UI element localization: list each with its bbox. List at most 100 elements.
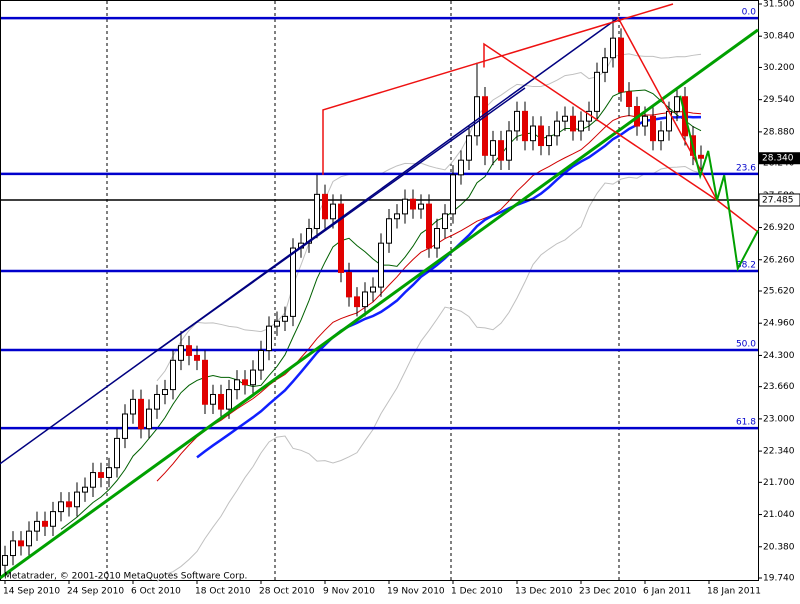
x-tick-label: 28 Oct 2010 [259,587,315,597]
candle-body [234,379,240,391]
candle-body [522,110,528,142]
candle-body [402,198,408,215]
candle-body [34,520,40,532]
candle-body [282,315,288,322]
candle-body [306,228,312,244]
candle-body [426,203,432,249]
candle-body [266,325,272,352]
candle-body [154,393,160,410]
candle-body [474,96,480,137]
candle-body [162,389,168,395]
candle-body [458,159,464,176]
candle-body [194,354,200,361]
candle-body [258,350,264,371]
candle-body [146,408,152,430]
candle-body [322,193,328,220]
candle-body [450,174,456,215]
candle-body [170,359,176,391]
candle-body [562,115,568,122]
candle-body [410,198,416,210]
candle-body [210,393,216,405]
candle-body [242,379,248,386]
trend-line [483,42,718,201]
candle-body [538,125,544,147]
y-tick-label: 24.300 [763,351,795,361]
y-tick-label: 19.740 [763,574,795,584]
candle-body [50,511,56,527]
candle-body [482,96,488,156]
fibo-label: 61.8 [736,418,756,428]
candle-body [114,437,120,469]
candle-body [554,120,560,137]
candle-body [618,37,624,93]
x-tick-label: 23 Dec 2010 [579,587,637,597]
candle-body [602,57,608,73]
candle-body [2,555,8,566]
candle-body [202,359,208,405]
candle-body [26,530,32,547]
candle-body [386,218,392,244]
candle-body [418,203,424,210]
candle-body [274,320,280,327]
candle-body [610,37,616,59]
candle-body [354,296,360,308]
candle-body [338,203,344,273]
fibo-label: 38.2 [736,260,756,270]
candle-body [66,501,72,508]
candle-body [290,247,296,317]
candle-body [90,472,96,488]
candle-body [42,520,48,527]
candle-body [362,291,368,308]
x-tick-label: 13 Dec 2010 [515,587,573,597]
candle-body [394,213,400,220]
candle-body [546,135,552,147]
x-tick-label: 14 Sep 2010 [3,587,60,597]
x-tick-label: 18 Jan 2011 [707,587,761,597]
candle-body [698,154,704,159]
fibo-label: 0.0 [742,8,757,18]
x-tick-label: 9 Nov 2010 [323,587,375,597]
candle-body [330,203,336,220]
candle-body [58,501,64,513]
y-tick-label: 29.540 [763,95,795,105]
trend-line [0,28,759,580]
hline-price-label: 27.485 [762,195,794,205]
y-tick-label: 23.660 [763,382,795,392]
bollinger-band [156,165,702,582]
candle-body [346,271,352,298]
y-tick-label: 30.200 [763,63,795,73]
y-tick-label: 21.040 [763,510,795,520]
candle-body [642,115,648,127]
candle-body [514,110,520,132]
candle-body [10,540,16,557]
y-tick-label: 31.500 [763,0,795,10]
current-price-label: 28.340 [762,154,794,164]
candle-body [122,413,128,439]
current-price-box [759,152,800,165]
candle-body [650,115,656,142]
y-tick-label: 28.880 [763,127,795,137]
fibo-label: 23.6 [736,163,756,173]
candle-body [570,115,576,132]
candle-body [98,472,104,478]
candle-body [82,486,88,493]
candle-body [18,540,24,547]
x-tick-label: 6 Oct 2010 [131,587,181,597]
candle-body [218,393,224,410]
trend-line [0,17,619,465]
plot-area [0,0,759,581]
trend-line [322,3,674,175]
y-tick-label: 21.700 [763,478,795,488]
candle-body [626,91,632,107]
y-tick-label: 24.960 [763,319,795,329]
candle-body [530,125,536,142]
candle-body [578,120,584,132]
trend-line [679,95,759,272]
candle-body [314,193,320,230]
x-tick-label: 24 Sep 2010 [67,587,124,597]
trend-line [154,87,526,353]
y-tick-label: 26.260 [763,255,795,265]
candle-body [466,135,472,161]
